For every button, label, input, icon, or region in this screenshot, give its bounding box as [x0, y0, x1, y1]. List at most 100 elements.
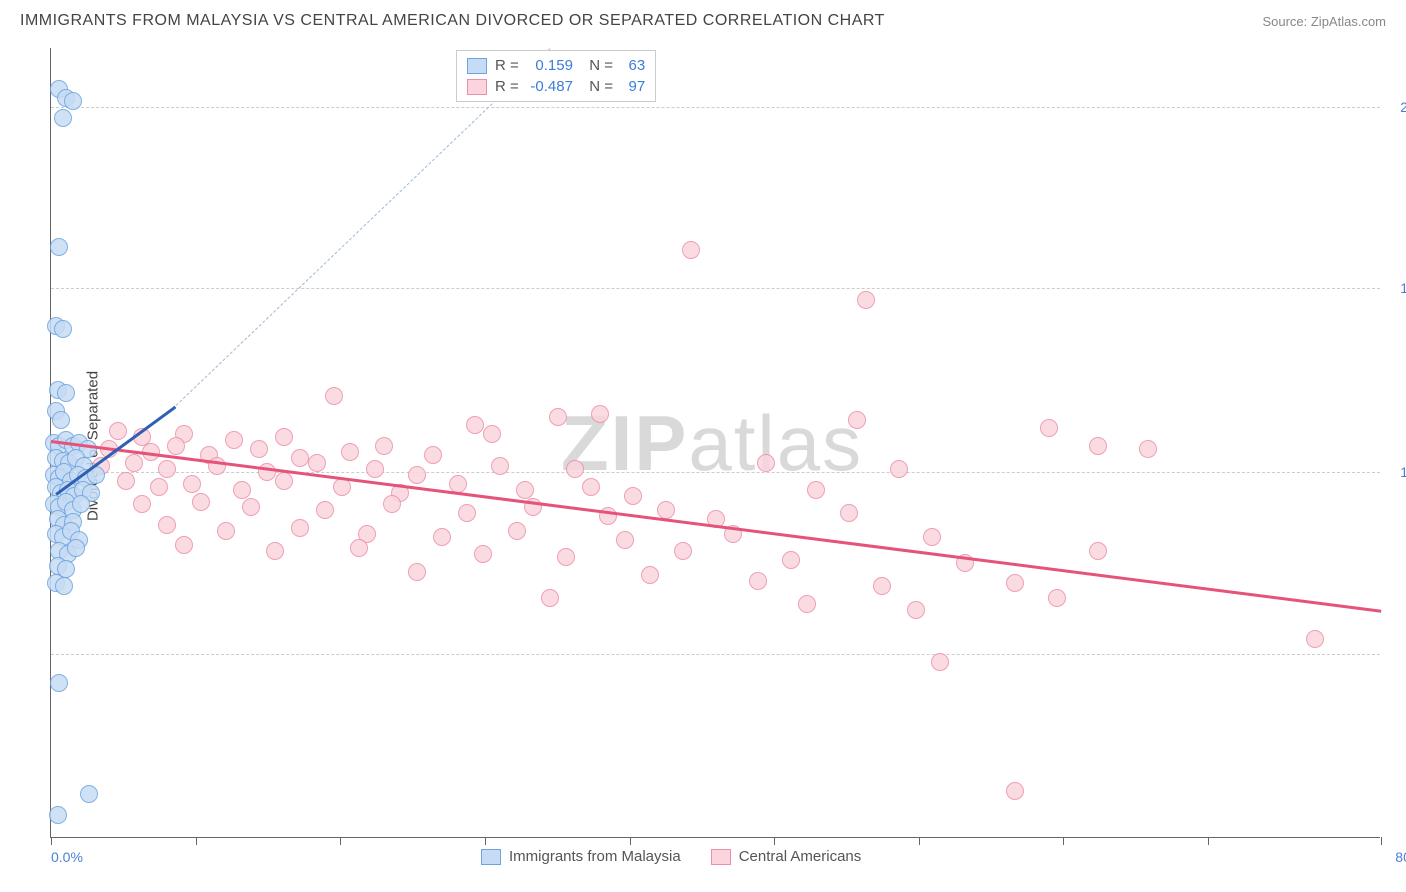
data-point — [242, 498, 260, 516]
grid-line — [51, 472, 1380, 473]
data-point — [1006, 782, 1024, 800]
x-tick — [340, 837, 341, 845]
data-point — [250, 440, 268, 458]
series-legend: Immigrants from Malaysia Central American… — [481, 848, 861, 865]
data-point — [80, 785, 98, 803]
legend-swatch — [467, 58, 487, 74]
r-value: R = 0.159 — [495, 57, 573, 74]
x-tick — [485, 837, 486, 845]
data-point — [192, 493, 210, 511]
legend-label: Central Americans — [739, 848, 862, 865]
data-point — [557, 548, 575, 566]
legend-swatch — [711, 849, 731, 865]
data-point — [798, 595, 816, 613]
data-point — [682, 241, 700, 259]
x-tick — [1381, 837, 1382, 845]
data-point — [657, 501, 675, 519]
chart-title: IMMIGRANTS FROM MALAYSIA VS CENTRAL AMER… — [20, 12, 885, 30]
data-point — [458, 504, 476, 522]
legend-label: Immigrants from Malaysia — [509, 848, 681, 865]
legend-swatch — [481, 849, 501, 865]
data-point — [175, 536, 193, 554]
data-point — [857, 291, 875, 309]
data-point — [516, 481, 534, 499]
data-point — [616, 531, 634, 549]
data-point — [757, 454, 775, 472]
grid-line — [51, 107, 1380, 108]
data-point — [591, 405, 609, 423]
x-max-label: 80.0% — [1395, 849, 1406, 865]
data-point — [383, 495, 401, 513]
stats-row: R = 0.159 N = 63 — [467, 55, 645, 76]
data-point — [375, 437, 393, 455]
n-value: N = 63 — [581, 57, 645, 74]
legend-item: Immigrants from Malaysia — [481, 848, 681, 865]
data-point — [674, 542, 692, 560]
data-point — [291, 449, 309, 467]
y-tick-label: 12.5% — [1385, 464, 1406, 480]
y-tick-label: 6.3% — [1385, 646, 1406, 662]
data-point — [566, 460, 584, 478]
legend-swatch — [467, 79, 487, 95]
data-point — [840, 504, 858, 522]
legend-item: Central Americans — [711, 848, 862, 865]
x-tick — [774, 837, 775, 845]
data-point — [1306, 630, 1324, 648]
data-point — [1139, 440, 1157, 458]
data-point — [890, 460, 908, 478]
data-point — [931, 653, 949, 671]
data-point — [183, 475, 201, 493]
data-point — [133, 495, 151, 513]
data-point — [225, 431, 243, 449]
data-point — [52, 411, 70, 429]
data-point — [64, 92, 82, 110]
data-point — [49, 806, 67, 824]
data-point — [408, 563, 426, 581]
data-point — [807, 481, 825, 499]
data-point — [549, 408, 567, 426]
data-point — [308, 454, 326, 472]
data-point — [408, 466, 426, 484]
source-label: Source: ZipAtlas.com — [1262, 14, 1386, 29]
data-point — [55, 577, 73, 595]
data-point — [923, 528, 941, 546]
data-point — [582, 478, 600, 496]
data-point — [325, 387, 343, 405]
data-point — [233, 481, 251, 499]
data-point — [1048, 589, 1066, 607]
data-point — [72, 495, 90, 513]
data-point — [158, 460, 176, 478]
y-tick-label: 18.8% — [1385, 280, 1406, 296]
data-point — [1040, 419, 1058, 437]
data-point — [541, 589, 559, 607]
stats-row: R = -0.487 N = 97 — [467, 76, 645, 97]
x-tick — [1208, 837, 1209, 845]
data-point — [508, 522, 526, 540]
data-point — [54, 109, 72, 127]
data-point — [1089, 437, 1107, 455]
data-point — [275, 472, 293, 490]
data-point — [641, 566, 659, 584]
data-point — [907, 601, 925, 619]
data-point — [109, 422, 127, 440]
stats-legend: R = 0.159 N = 63R = -0.487 N = 97 — [456, 50, 656, 102]
data-point — [424, 446, 442, 464]
data-point — [54, 320, 72, 338]
grid-line — [51, 288, 1380, 289]
data-point — [117, 472, 135, 490]
data-point — [483, 425, 501, 443]
x-tick — [196, 837, 197, 845]
data-point — [266, 542, 284, 560]
data-point — [275, 428, 293, 446]
x-tick — [1063, 837, 1064, 845]
n-value: N = 97 — [581, 78, 645, 95]
x-tick — [51, 837, 52, 845]
data-point — [491, 457, 509, 475]
data-point — [749, 572, 767, 590]
data-point — [474, 545, 492, 563]
data-point — [50, 674, 68, 692]
data-point — [158, 516, 176, 534]
y-tick-label: 25.0% — [1385, 99, 1406, 115]
data-point — [1006, 574, 1024, 592]
data-point — [782, 551, 800, 569]
